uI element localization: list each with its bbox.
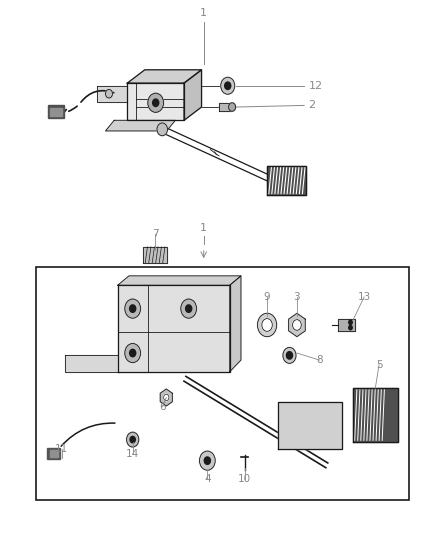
Circle shape xyxy=(130,437,135,443)
Text: 14: 14 xyxy=(126,449,139,458)
Circle shape xyxy=(262,319,272,332)
Polygon shape xyxy=(289,313,305,337)
Text: 13: 13 xyxy=(357,292,371,302)
Polygon shape xyxy=(106,120,175,131)
Polygon shape xyxy=(127,83,184,120)
Text: 4: 4 xyxy=(204,474,211,484)
Circle shape xyxy=(258,313,277,337)
Bar xyxy=(338,319,355,332)
Circle shape xyxy=(125,343,141,362)
Circle shape xyxy=(157,123,167,136)
Text: 6: 6 xyxy=(159,402,166,412)
Text: 7: 7 xyxy=(152,229,159,239)
Circle shape xyxy=(181,299,197,318)
Circle shape xyxy=(125,299,141,318)
Bar xyxy=(35,266,409,500)
Bar xyxy=(143,247,167,263)
Circle shape xyxy=(283,348,296,364)
Circle shape xyxy=(349,326,352,330)
Bar xyxy=(47,448,60,459)
Text: 11: 11 xyxy=(55,444,68,454)
Circle shape xyxy=(127,432,139,447)
Circle shape xyxy=(186,305,192,312)
Text: 8: 8 xyxy=(316,355,323,365)
Circle shape xyxy=(229,103,236,111)
Bar xyxy=(267,166,306,195)
Text: 9: 9 xyxy=(264,292,270,302)
Text: 5: 5 xyxy=(376,360,382,370)
Bar xyxy=(278,402,342,449)
Circle shape xyxy=(286,352,293,359)
Circle shape xyxy=(225,82,231,90)
Circle shape xyxy=(164,394,169,401)
Text: 1: 1 xyxy=(200,8,207,18)
Polygon shape xyxy=(127,70,201,83)
Circle shape xyxy=(130,305,136,312)
Text: 2: 2 xyxy=(308,100,316,110)
Circle shape xyxy=(130,349,136,357)
Bar xyxy=(49,450,58,457)
Polygon shape xyxy=(66,356,118,372)
Circle shape xyxy=(349,320,352,325)
Circle shape xyxy=(293,320,301,330)
Text: 10: 10 xyxy=(238,474,251,484)
Circle shape xyxy=(221,77,235,94)
Polygon shape xyxy=(184,70,201,120)
Circle shape xyxy=(148,93,163,112)
Text: 1: 1 xyxy=(200,223,207,233)
Polygon shape xyxy=(160,389,172,406)
Bar xyxy=(48,106,64,118)
Bar xyxy=(353,388,398,442)
Circle shape xyxy=(204,457,210,464)
Polygon shape xyxy=(97,86,127,102)
Bar xyxy=(219,103,232,111)
Circle shape xyxy=(152,99,159,107)
Text: 12: 12 xyxy=(308,81,323,91)
Circle shape xyxy=(106,90,113,98)
Circle shape xyxy=(199,451,215,470)
Polygon shape xyxy=(118,276,241,285)
Bar xyxy=(49,108,62,116)
Polygon shape xyxy=(118,285,230,372)
Text: 3: 3 xyxy=(293,292,300,302)
Polygon shape xyxy=(230,276,241,372)
